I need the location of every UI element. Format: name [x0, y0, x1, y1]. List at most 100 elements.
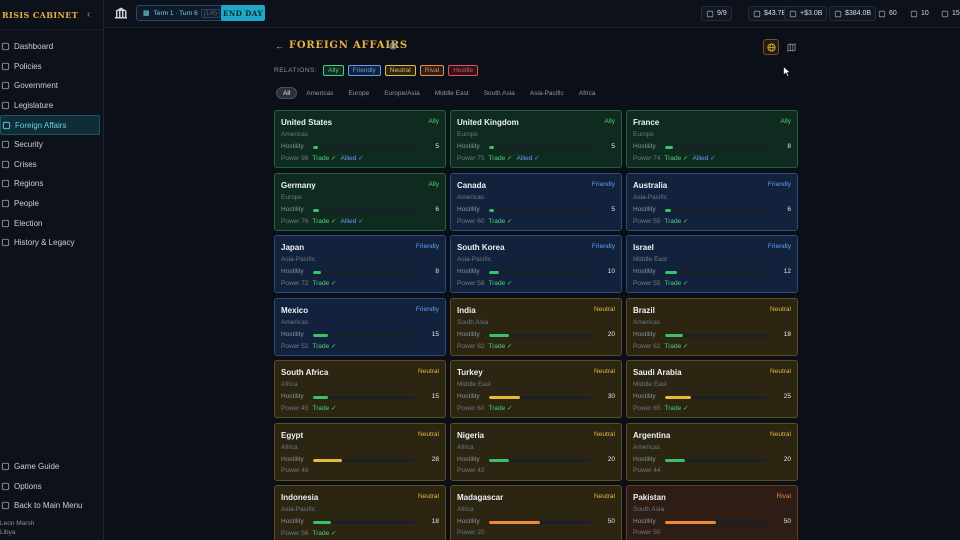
- country-card[interactable]: India Neutral South Asia Hostility 20 Power 8…: [450, 297, 622, 356]
- country-card[interactable]: Mexico Friendly Americas Hostility 15 Power 5…: [274, 297, 446, 356]
- trade-badge: Trade ✓: [312, 155, 337, 162]
- sidebar-item-election[interactable]: Election: [0, 213, 104, 233]
- relation-status: Friendly: [767, 243, 791, 250]
- stat-coin[interactable]: $384.0B: [829, 6, 877, 21]
- country-card[interactable]: Nigeria Neutral Africa Hostility 20 Power 42: [450, 422, 622, 481]
- country-card[interactable]: Israel Friendly Middle East Hostility 12 Powe…: [626, 235, 798, 293]
- hostility-bar: [489, 521, 591, 524]
- hostility-value: 10: [607, 268, 615, 275]
- allied-badge: Allied ✓: [340, 217, 364, 225]
- sidebar: RISIS CABINET ‹ Dashboard Policies Governm…: [0, 0, 104, 540]
- filter-europe[interactable]: Europe: [348, 89, 370, 97]
- country-card[interactable]: Brazil Neutral Americas Hostility 18 Power 62…: [626, 297, 798, 356]
- country-card[interactable]: Turkey Neutral Middle East Hostility 30 Power…: [450, 360, 622, 418]
- stat-fire[interactable]: 15: [937, 6, 960, 21]
- hostility-bar: [313, 208, 415, 212]
- country-card[interactable]: Egypt Neutral Africa Hostility 28 Power 48: [274, 422, 446, 481]
- filter-europe-asia[interactable]: Europe/Asia: [384, 89, 420, 97]
- globe-icon: [389, 42, 397, 50]
- power-label: Power: [633, 280, 652, 287]
- stat-approval[interactable]: 9/9: [701, 6, 732, 21]
- country-card[interactable]: United Kingdom Ally Europe Hostility 5 Power …: [450, 110, 622, 168]
- sidebar-item-security[interactable]: Security: [0, 135, 104, 155]
- country-card[interactable]: Australia Friendly Asia-Pacific Hostility 6 P…: [626, 172, 798, 231]
- power-label: Power: [633, 405, 652, 412]
- country-name: Japan: [281, 243, 305, 252]
- hostility-label: Hostility: [457, 268, 480, 275]
- fire-icon: [941, 10, 949, 17]
- country-card[interactable]: Argentina Neutral Americas Hostility 20 Power…: [626, 422, 798, 481]
- power-label: Power: [457, 342, 476, 350]
- country-card[interactable]: Japan Friendly Asia-Pacific Hostility 8 Power…: [274, 235, 446, 293]
- sidebar-item-crises[interactable]: Crises: [0, 155, 104, 175]
- sidebar-item-regions[interactable]: Regions: [0, 174, 104, 194]
- sidebar-item-back-to-main-menu[interactable]: Back to Main Menu: [0, 496, 104, 516]
- country-card[interactable]: South Africa Neutral Africa Hostility 15 Powe…: [274, 360, 446, 418]
- power-label: Power: [281, 405, 300, 412]
- sidebar-item-people[interactable]: People: [0, 194, 104, 214]
- sidebar-item-game-guide[interactable]: Game Guide: [0, 457, 104, 477]
- hostility-label: Hostility: [633, 393, 656, 400]
- back-arrow-icon[interactable]: ←: [275, 41, 284, 51]
- term-indicator[interactable]: ▦ Term 1 · Turn 6 (1/8): [136, 5, 228, 21]
- country-card[interactable]: Saudi Arabia Neutral Middle East Hostility 2…: [626, 360, 798, 418]
- stat-clock[interactable]: 10: [906, 6, 933, 21]
- hostility-label: Hostility: [457, 455, 480, 463]
- power-value: 65: [653, 405, 661, 412]
- sidebar-item-foreign-affairs[interactable]: Foreign Affairs: [0, 115, 100, 135]
- country-card[interactable]: Indonesia Neutral Asia-Pacific Hostility 18 P…: [274, 485, 446, 540]
- sidebar-item-options[interactable]: Options: [0, 477, 104, 497]
- filter-americas[interactable]: Americas: [306, 89, 334, 97]
- end-day-button[interactable]: END DAY: [221, 5, 265, 21]
- country-region: Middle East: [457, 381, 491, 388]
- gavel-icon: [1, 101, 10, 110]
- country-card[interactable]: United States Ally Americas Hostility 5 Power…: [274, 110, 446, 168]
- relation-status: Neutral: [770, 368, 791, 375]
- sidebar-item-dashboard[interactable]: Dashboard: [0, 37, 104, 57]
- country-card[interactable]: France Ally Europe Hostility 8 Power 74 Trade …: [626, 110, 798, 168]
- trade-badge: Trade ✓: [312, 530, 337, 537]
- user-info: Leon Marsh Libya: [0, 519, 34, 537]
- globe-view-button[interactable]: [763, 39, 779, 55]
- map-view-button[interactable]: [783, 39, 799, 55]
- hostility-value: 20: [783, 455, 791, 463]
- hostility-bar-fill: [313, 208, 320, 212]
- country-card[interactable]: Germany Ally Europe Hostility 6 Power 76 Trade…: [274, 172, 446, 231]
- sidebar-item-legislature[interactable]: Legislature: [0, 96, 104, 116]
- sidebar-item-policies[interactable]: Policies: [0, 57, 104, 77]
- hostility-bar-fill: [665, 396, 691, 399]
- sidebar-item-label: Policies: [14, 61, 42, 71]
- hostility-bar-fill: [489, 458, 510, 462]
- country-card[interactable]: Canada Friendly Americas Hostility 5 Power 60…: [450, 172, 622, 231]
- sidebar-item-government[interactable]: Government: [0, 76, 104, 96]
- country-name: South Africa: [281, 368, 329, 377]
- card-footer: Power 76 Trade ✓ Allied ✓: [281, 217, 364, 225]
- hostility-bar-fill: [665, 521, 716, 524]
- power-label: Power: [457, 155, 476, 162]
- filter-middle-east[interactable]: Middle East: [434, 89, 469, 97]
- filter-south-asia[interactable]: South Asia: [483, 89, 515, 97]
- stat-trend-up[interactable]: +$3.0B: [784, 6, 828, 21]
- page-title: FOREIGN AFFAIRS: [289, 40, 408, 51]
- relation-status: Neutral: [594, 493, 615, 500]
- power-value: 60: [477, 217, 485, 225]
- relation-badge-ally: Ally: [323, 65, 344, 76]
- power-value: 60: [477, 405, 485, 412]
- filter-all[interactable]: All: [276, 87, 298, 99]
- building-icon: [1, 82, 10, 90]
- filter-africa[interactable]: Africa: [578, 89, 596, 97]
- country-card[interactable]: Pakistan Rival South Asia Hostility 50 Power …: [626, 485, 798, 540]
- hostility-bar-fill: [489, 521, 540, 524]
- collapse-sidebar-icon[interactable]: ‹: [87, 9, 91, 20]
- map-pin-icon: [1, 180, 10, 188]
- hostility-bar: [489, 396, 591, 399]
- country-card[interactable]: South Korea Friendly Asia-Pacific Hostility…: [450, 235, 622, 293]
- sidebar-item-history-legacy[interactable]: History & Legacy: [0, 233, 104, 253]
- stat-stability[interactable]: 60: [874, 6, 901, 21]
- country-card[interactable]: Madagascar Neutral Africa Hostility 50 Power …: [450, 485, 622, 540]
- hostility-value: 8: [435, 268, 439, 275]
- stat-money[interactable]: $43.7B: [748, 6, 792, 21]
- hostility-label: Hostility: [633, 330, 656, 338]
- filter-asia-pacific[interactable]: Asia-Pacific: [529, 89, 564, 97]
- sidebar-item-label: Security: [14, 140, 43, 150]
